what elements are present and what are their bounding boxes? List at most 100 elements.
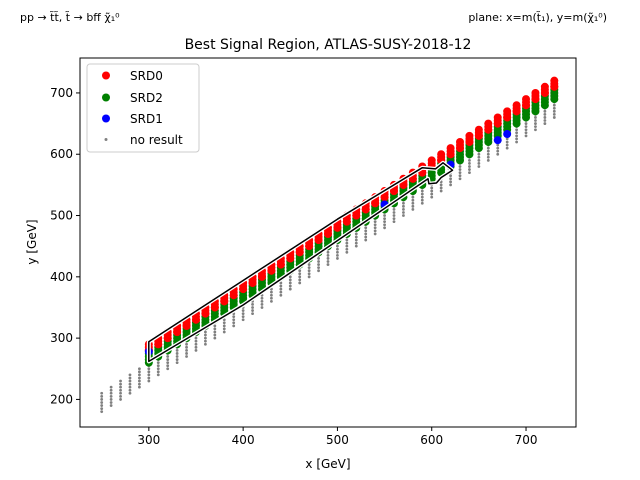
no-result-point	[232, 324, 236, 328]
no-result-point	[317, 263, 320, 266]
no-result-point	[392, 211, 396, 214]
no-result-point	[543, 112, 547, 116]
no-result-point	[166, 367, 170, 371]
no-result-point	[402, 201, 405, 205]
srd2-point	[456, 156, 465, 165]
no-result-point	[232, 321, 236, 325]
no-result-point	[345, 241, 349, 245]
no-result-point	[128, 379, 132, 383]
no-result-point	[524, 122, 528, 125]
no-result-point	[364, 232, 368, 236]
no-result-point	[552, 109, 556, 113]
no-result-point	[156, 364, 160, 368]
no-result-point	[128, 373, 132, 377]
no-result-point	[439, 189, 443, 193]
no-result-point	[222, 327, 226, 331]
no-result-point	[326, 257, 330, 260]
no-result-point	[345, 238, 349, 242]
no-result-point	[138, 367, 141, 371]
no-result-point	[204, 333, 207, 337]
legend-marker-no-result	[104, 138, 108, 141]
no-result-point	[515, 131, 518, 135]
no-result-point	[270, 290, 273, 294]
no-result-point	[354, 232, 358, 236]
x-tick-label: 300	[137, 433, 160, 447]
no-result-point	[496, 149, 500, 153]
no-result-point	[552, 106, 556, 110]
no-result-point	[288, 284, 292, 288]
no-result-point	[156, 367, 160, 371]
no-result-point	[468, 171, 471, 175]
srd2-point	[484, 137, 493, 146]
no-result-point	[364, 226, 368, 230]
no-result-point	[345, 244, 349, 248]
no-result-point	[326, 250, 330, 254]
no-result-point	[458, 171, 462, 175]
no-result-point	[373, 220, 377, 224]
srd2-point	[540, 101, 549, 110]
no-result-point	[354, 241, 358, 245]
srd0-point	[465, 131, 474, 140]
no-result-point	[543, 109, 547, 113]
no-result-point	[458, 168, 462, 171]
no-result-point	[486, 155, 490, 159]
no-result-point	[317, 257, 320, 260]
no-result-point	[402, 208, 405, 211]
contour-layer	[146, 160, 455, 364]
no-result-point	[468, 158, 471, 162]
no-result-point	[100, 404, 104, 407]
no-result-point	[430, 192, 434, 196]
no-result-point	[373, 223, 377, 227]
no-result-point	[119, 385, 122, 389]
no-result-point	[288, 287, 292, 291]
no-result-point	[420, 192, 424, 196]
srd0-point	[484, 119, 493, 128]
no-result-point	[534, 116, 537, 119]
no-result-point	[515, 140, 518, 144]
no-result-point	[534, 125, 537, 129]
no-result-point	[383, 226, 386, 230]
no-result-point	[204, 336, 207, 340]
no-result-point	[204, 339, 207, 343]
y-tick-label: 700	[50, 86, 73, 100]
no-result-point	[364, 238, 368, 242]
no-result-point	[147, 373, 151, 377]
plot-area	[100, 76, 559, 414]
no-result-point	[420, 189, 424, 193]
no-result-point	[515, 128, 518, 132]
no-result-point	[534, 122, 537, 125]
no-result-point	[307, 275, 311, 279]
no-result-point	[430, 195, 434, 199]
no-result-point	[449, 180, 452, 184]
no-result-point	[373, 229, 377, 233]
no-result-point	[505, 140, 509, 144]
no-result-point	[439, 186, 443, 190]
legend-label-srd1: SRD1	[130, 112, 163, 126]
srd1-point	[493, 136, 502, 145]
srd2-point	[465, 150, 474, 159]
no-result-point	[383, 223, 386, 227]
no-result-point	[420, 195, 424, 199]
no-result-point	[175, 348, 179, 352]
no-result-point	[213, 327, 217, 331]
no-result-point	[298, 272, 302, 276]
no-result-point	[119, 379, 122, 383]
no-result-point	[307, 269, 311, 273]
no-result-point	[496, 146, 500, 150]
no-result-point	[477, 162, 481, 165]
no-result-point	[354, 238, 358, 242]
no-result-point	[100, 398, 104, 401]
no-result-point	[175, 358, 179, 361]
no-result-point	[468, 168, 471, 171]
srd0-point	[474, 125, 483, 134]
legend-label-srd0: SRD0	[130, 69, 163, 83]
no-result-point	[505, 146, 509, 150]
no-result-point	[128, 385, 132, 389]
no-result-point	[336, 250, 339, 254]
no-result-point	[260, 299, 264, 303]
no-result-point	[204, 330, 207, 334]
no-result-point	[213, 330, 217, 334]
no-result-point	[279, 281, 283, 285]
no-result-point	[383, 214, 386, 217]
no-result-point	[298, 278, 302, 282]
